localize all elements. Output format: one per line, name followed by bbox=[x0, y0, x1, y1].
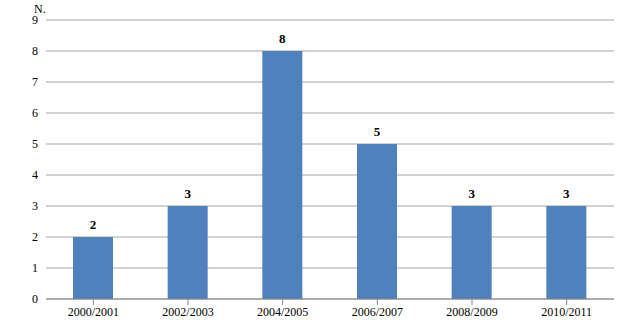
svg-text:3: 3 bbox=[468, 186, 475, 201]
svg-text:2: 2 bbox=[90, 217, 97, 232]
svg-text:3: 3 bbox=[184, 186, 191, 201]
svg-text:3: 3 bbox=[32, 199, 38, 213]
svg-text:8: 8 bbox=[279, 31, 286, 46]
svg-text:8: 8 bbox=[32, 44, 38, 58]
svg-text:9: 9 bbox=[32, 13, 38, 27]
svg-text:5: 5 bbox=[374, 124, 381, 139]
svg-text:3: 3 bbox=[563, 186, 570, 201]
svg-text:4: 4 bbox=[32, 168, 38, 182]
svg-text:1: 1 bbox=[32, 261, 38, 275]
svg-text:2010/2011: 2010/2011 bbox=[541, 305, 592, 319]
svg-text:5: 5 bbox=[32, 137, 38, 151]
svg-text:2000/2001: 2000/2001 bbox=[68, 305, 119, 319]
svg-text:7: 7 bbox=[32, 75, 38, 89]
html-text:N.: N. bbox=[34, 2, 46, 16]
svg-text:2: 2 bbox=[32, 230, 38, 244]
svg-text:2006/2007: 2006/2007 bbox=[352, 305, 403, 319]
svg-text:6: 6 bbox=[32, 106, 38, 120]
svg-text:2004/2005: 2004/2005 bbox=[257, 305, 308, 319]
svg-text:0: 0 bbox=[32, 292, 38, 306]
svg-text:2002/2003: 2002/2003 bbox=[162, 305, 213, 319]
svg-text:2008/2009: 2008/2009 bbox=[446, 305, 497, 319]
